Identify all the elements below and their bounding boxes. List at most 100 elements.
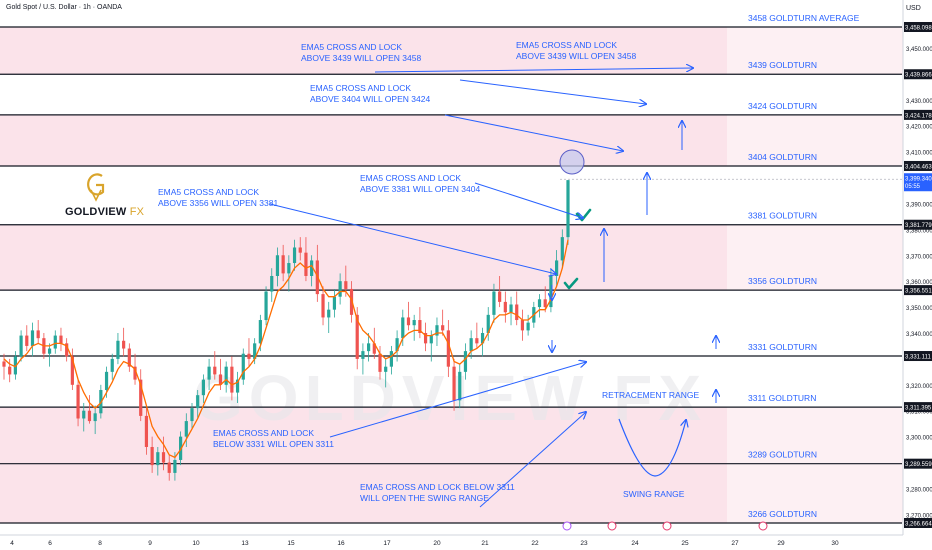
annotation-text: ABOVE 3404 WILL OPEN 3424 [310, 94, 430, 104]
bullish-candle [190, 408, 194, 422]
price-tick-label: 3,340.000 [906, 332, 932, 338]
candle-group [2, 180, 570, 481]
price-badge-label: 3,458.098 [905, 26, 932, 32]
zone-group [0, 27, 903, 523]
bullish-candle [526, 322, 530, 331]
current-price-badge [904, 173, 932, 192]
bullish-candle [401, 317, 405, 339]
bearish-candle [230, 366, 234, 393]
goldturn-level-label: 3424 GOLDTURN [748, 101, 817, 111]
bullish-candle [30, 330, 35, 346]
annotation-text: ABOVE 3439 WILL OPEN 3458 [516, 51, 636, 61]
goldturn-level-label: 3331 GOLDTURN [748, 342, 817, 352]
bullish-candle [207, 366, 211, 380]
bullish-candle [555, 260, 559, 276]
time-tick-label: 21 [481, 540, 489, 547]
price-tick-label: 3,360.000 [906, 280, 932, 286]
price-badge [904, 160, 932, 171]
economic-event-icon [758, 521, 768, 531]
bearish-candle [161, 452, 166, 463]
price-tick-label: 3,300.000 [906, 436, 932, 442]
annotation-text: EMA5 CROSS AND LOCK BELOW 3311 [360, 482, 515, 492]
price-badge-label: 3,381.779 [905, 223, 932, 229]
goldturn-level-label: 3311 GOLDTURN [748, 393, 816, 403]
bullish-candle [469, 338, 473, 352]
logo-v-shape [90, 189, 102, 202]
bullish-candle [310, 260, 314, 276]
level-group: 3458 GOLDTURN AVERAGE 3439 GOLDTURN 3424 G… [0, 13, 902, 524]
time-tick-label: 29 [777, 540, 785, 547]
bullish-candle [241, 353, 245, 380]
time-tick-label: 4 [10, 540, 14, 547]
bullish-candle [196, 395, 200, 409]
bearish-candle [452, 366, 456, 401]
price-tick-label: 3,350.000 [906, 306, 932, 312]
economic-event-icon [662, 521, 672, 531]
logo-g-shape [87, 173, 105, 196]
bullish-candle [435, 325, 439, 336]
swing-range-curve [618, 419, 686, 477]
price-tick-label: 3,390.000 [906, 202, 932, 208]
time-tick-label: 20 [433, 540, 441, 547]
price-badge [904, 402, 932, 413]
time-tick-label: 15 [287, 540, 295, 547]
bullish-candle [264, 291, 268, 321]
annotation-arrow [329, 362, 586, 438]
check-icon [563, 277, 579, 290]
price-tick-label: 3,410.000 [906, 151, 932, 157]
time-tick-label: 16 [337, 540, 345, 547]
bearish-candle [133, 366, 137, 380]
bearish-candle [87, 410, 92, 422]
bullish-candle [110, 358, 114, 372]
ema5-line [3, 239, 569, 459]
price-tick-label: 3,280.000 [906, 487, 932, 493]
annotation-text: EMA5 CROSS AND LOCK [213, 428, 314, 438]
goldturn-zone-extension [727, 114, 903, 166]
bearish-candle [139, 379, 143, 416]
bullish-candle [389, 351, 393, 367]
time-tick-label: 10 [192, 540, 200, 547]
annotation-arrows [269, 68, 716, 508]
time-tick-label: 24 [631, 540, 639, 547]
bullish-candle [47, 348, 52, 354]
bullish-candle [235, 379, 240, 393]
bearish-candle [76, 384, 80, 419]
bearish-candle [355, 314, 359, 359]
bearish-candle [344, 281, 348, 289]
annotation-text: ABOVE 3439 WILL OPEN 3458 [301, 53, 421, 63]
time-tick-label: 17 [383, 540, 391, 547]
bullish-candle [287, 263, 291, 274]
bullish-candle [486, 314, 490, 333]
goldturn-zone-extension [727, 463, 903, 523]
annotation-arrow [444, 114, 623, 151]
annotation-texts: EMA5 CROSS AND LOCK ABOVE 3439 WILL OPEN … [158, 40, 699, 503]
bearish-candle [127, 348, 131, 367]
highlight-circle [559, 149, 585, 175]
annotation-arrow [269, 203, 556, 274]
bearish-candle [520, 320, 525, 331]
bullish-candle [367, 343, 371, 352]
price-badge [904, 22, 932, 32]
bearish-candle [150, 446, 154, 466]
current-price-label: 3,399.340 [905, 177, 932, 183]
goldturn-zone [0, 224, 727, 291]
annotation-arrow [474, 182, 583, 218]
bearish-candle [25, 335, 29, 346]
bullish-candle [492, 291, 496, 315]
price-tick-label: 3,420.000 [906, 125, 932, 131]
bullish-candle [275, 255, 280, 276]
bullish-candle [412, 320, 416, 326]
bullish-candle [549, 275, 553, 308]
goldturn-level-label: 3266 GOLDTURN [748, 509, 817, 519]
bullish-candle [361, 351, 365, 359]
annotation-text: EMA5 CROSS AND LOCK [310, 83, 411, 93]
goldturn-level-label: 3289 GOLDTURN [748, 450, 817, 460]
bullish-candle [258, 320, 262, 344]
bullish-candle [224, 366, 228, 385]
price-tick-label: 3,370.000 [906, 254, 932, 260]
bearish-candle [372, 343, 376, 354]
time-tick-label: 30 [831, 540, 839, 547]
bullish-candle [509, 304, 513, 313]
goldturn-level-label: 3404 GOLDTURN [748, 152, 817, 162]
